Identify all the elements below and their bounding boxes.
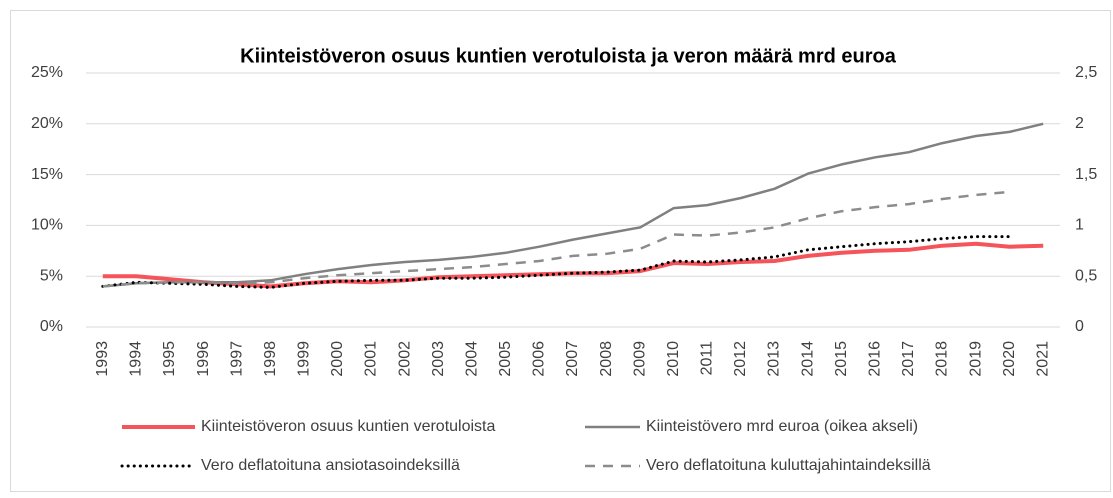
x-tick-label: 2001 bbox=[363, 341, 380, 377]
x-tick-label: 2014 bbox=[799, 341, 816, 377]
x-tick-label: 2021 bbox=[1034, 341, 1051, 377]
y-tick-label: 15% bbox=[31, 166, 63, 183]
x-tick-label: 2010 bbox=[665, 341, 682, 377]
x-tick-label: 2020 bbox=[1001, 341, 1018, 377]
y-tick-label: 0% bbox=[40, 318, 63, 335]
y-tick-label: 25% bbox=[31, 64, 63, 81]
x-tick-label: 2002 bbox=[396, 341, 413, 377]
y2-tick-label: 1 bbox=[1075, 217, 1084, 234]
legend-label: Kiinteistöveron osuus kuntien verotulois… bbox=[201, 418, 495, 435]
x-tick-label: 2015 bbox=[833, 341, 850, 377]
x-tick-label: 2013 bbox=[766, 341, 783, 377]
x-tick-label: 2009 bbox=[631, 341, 648, 377]
y-tick-label: 5% bbox=[40, 267, 63, 284]
x-tick-label: 2006 bbox=[531, 341, 548, 377]
x-tick-label: 2012 bbox=[732, 341, 749, 377]
y2-tick-label: 0,5 bbox=[1075, 267, 1097, 284]
series-line bbox=[102, 122, 1044, 288]
y2-tick-label: 2 bbox=[1075, 115, 1084, 132]
chart-title: Kiinteistöveron osuus kuntien verotulois… bbox=[240, 45, 897, 67]
x-tick-label: 1995 bbox=[161, 341, 178, 377]
series-line bbox=[101, 235, 1012, 289]
x-tick-label: 2019 bbox=[967, 341, 984, 377]
legend-label: Vero deflatoituna kuluttajahintaindeksil… bbox=[646, 457, 931, 474]
x-tick-label: 2000 bbox=[329, 341, 346, 377]
x-tick-label: 2016 bbox=[866, 341, 883, 377]
x-tick-label: 2007 bbox=[564, 341, 581, 377]
x-tick-label: 1994 bbox=[128, 341, 145, 377]
y2-tick-label: 1,5 bbox=[1075, 166, 1097, 183]
x-tick-label: 2004 bbox=[463, 341, 480, 377]
chart-border bbox=[10, 10, 1111, 492]
x-tick-label: 2017 bbox=[900, 341, 917, 377]
x-tick-label: 1996 bbox=[195, 341, 212, 377]
y2-tick-label: 2,5 bbox=[1075, 64, 1097, 81]
y-tick-label: 20% bbox=[31, 115, 63, 132]
x-tick-label: 2003 bbox=[430, 341, 447, 377]
y-tick-label: 10% bbox=[31, 217, 63, 234]
y2-tick-label: 0 bbox=[1075, 318, 1084, 335]
x-tick-label: 2018 bbox=[934, 341, 951, 377]
legend-label: Vero deflatoituna ansiotasoindeksillä bbox=[201, 457, 460, 474]
x-tick-label: 1998 bbox=[262, 341, 279, 377]
x-tick-label: 1999 bbox=[296, 341, 313, 377]
x-tick-label: 1993 bbox=[94, 341, 111, 377]
x-tick-label: 2008 bbox=[598, 341, 615, 377]
x-tick-label: 1997 bbox=[228, 341, 245, 377]
legend-label: Kiinteistövero mrd euroa (oikea akseli) bbox=[646, 418, 918, 435]
series-line bbox=[102, 190, 1010, 288]
x-tick-label: 2011 bbox=[699, 341, 716, 376]
x-tick-label: 2005 bbox=[497, 341, 514, 377]
